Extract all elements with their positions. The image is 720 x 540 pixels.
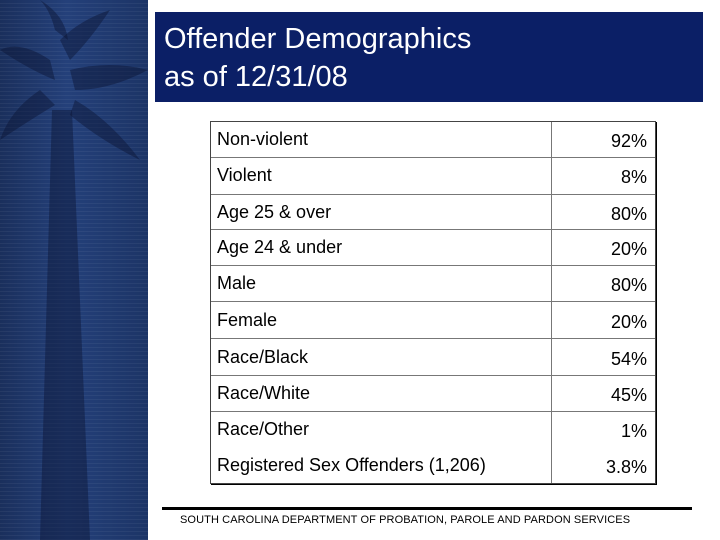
table-row: Male 80% (211, 266, 655, 302)
row-label: Age 25 & over (217, 202, 332, 222)
row-value: 8% (620, 167, 647, 187)
row-label: Registered Sex Offenders (1,206) (217, 455, 486, 475)
row-value: 1% (620, 421, 647, 441)
row-value: 45% (610, 385, 647, 405)
table-row: Age 24 & under 20% (211, 230, 655, 266)
title-bar: Offender Demographics as of 12/31/08 (155, 12, 703, 102)
table-row: Registered Sex Offenders (1,206) 3.8% (211, 448, 655, 484)
table-row: Female 20% (211, 303, 655, 339)
row-label: Non-violent (217, 129, 309, 149)
column-divider (551, 122, 552, 483)
row-value: 92% (610, 131, 647, 151)
table-row: Violent 8% (211, 158, 655, 194)
row-value: 20% (610, 312, 647, 332)
table-row: Age 25 & over 80% (211, 194, 655, 230)
row-value: 3.8% (605, 457, 647, 477)
footer-text: SOUTH CAROLINA DEPARTMENT OF PROBATION, … (180, 514, 631, 526)
row-label: Race/White (217, 383, 311, 403)
demographics-table: Non-violent 92% Violent 8% Age 25 & over… (210, 121, 656, 484)
page-title: Offender Demographics as of 12/31/08 (164, 23, 472, 93)
row-label: Age 24 & under (217, 237, 343, 257)
decorative-side-panel (0, 0, 148, 540)
row-label: Male (217, 273, 257, 293)
row-label: Violent (217, 165, 272, 185)
row-value: 80% (610, 275, 647, 295)
table-row: Race/Other 1% (211, 412, 655, 448)
table-row: Non-violent 92% (211, 122, 655, 158)
row-label: Race/Black (217, 347, 309, 367)
table-row: Race/White 45% (211, 376, 655, 412)
palmetto-tree-graphic (0, 0, 148, 540)
row-value: 20% (610, 239, 647, 259)
row-label: Race/Other (217, 419, 310, 439)
footer-divider (162, 507, 692, 510)
row-value: 54% (610, 349, 647, 369)
row-value: 80% (610, 204, 647, 224)
row-label: Female (217, 310, 278, 330)
table-row: Race/Black 54% (211, 340, 655, 376)
